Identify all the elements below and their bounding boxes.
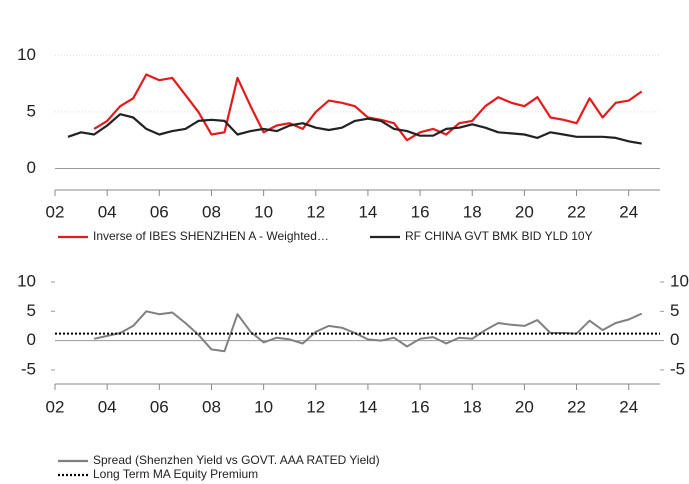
series-line (67, 113, 642, 145)
x-tick-label: 22 (567, 202, 586, 221)
legend-label: RF CHINA GVT BMK BID YLD 10Y (405, 229, 593, 243)
y-tick-label: 0 (27, 330, 36, 349)
x-tick-label: 02 (46, 202, 65, 221)
legend-label: Long Term MA Equity Premium (93, 467, 258, 481)
y2-tick-label: -5 (670, 359, 685, 378)
x-tick-label: 14 (358, 397, 377, 416)
x-tick-label: 20 (515, 202, 534, 221)
y-tick-label: 10 (17, 45, 36, 64)
x-tick-label: 06 (150, 397, 169, 416)
x-tick-label: 16 (411, 397, 430, 416)
x-tick-label: 18 (463, 202, 482, 221)
x-tick-label: 24 (619, 397, 638, 416)
x-tick-label: 16 (411, 202, 430, 221)
y-tick-label: 5 (27, 101, 36, 120)
x-tick-label: 14 (358, 202, 377, 221)
x-tick-label: 02 (46, 397, 65, 416)
x-tick-label: 06 (150, 202, 169, 221)
x-tick-label: 20 (515, 397, 534, 416)
x-tick-label: 12 (306, 202, 325, 221)
x-tick-label: 22 (567, 397, 586, 416)
series-line (93, 73, 643, 142)
legend-label: Spread (Shenzhen Yield vs GOVT. AAA RATE… (93, 453, 380, 467)
y2-tick-label: 5 (670, 301, 679, 320)
series-line (93, 310, 643, 353)
x-tick-label: 08 (202, 397, 221, 416)
x-tick-label: 24 (619, 202, 638, 221)
x-tick-label: 08 (202, 202, 221, 221)
y-tick-label: 0 (27, 158, 36, 177)
x-tick-label: 04 (98, 397, 117, 416)
x-tick-label: 10 (254, 397, 273, 416)
legend-label: Inverse of IBES SHENZHEN A - Weighted… (93, 229, 329, 243)
y2-tick-label: 0 (670, 330, 679, 349)
y-tick-label: 5 (27, 301, 36, 320)
x-tick-label: 12 (306, 397, 325, 416)
x-tick-label: 10 (254, 202, 273, 221)
x-tick-label: 18 (463, 397, 482, 416)
x-tick-label: 04 (98, 202, 117, 221)
y-tick-label: -5 (21, 359, 36, 378)
y2-tick-label: 10 (670, 271, 689, 290)
y-tick-label: 10 (17, 271, 36, 290)
